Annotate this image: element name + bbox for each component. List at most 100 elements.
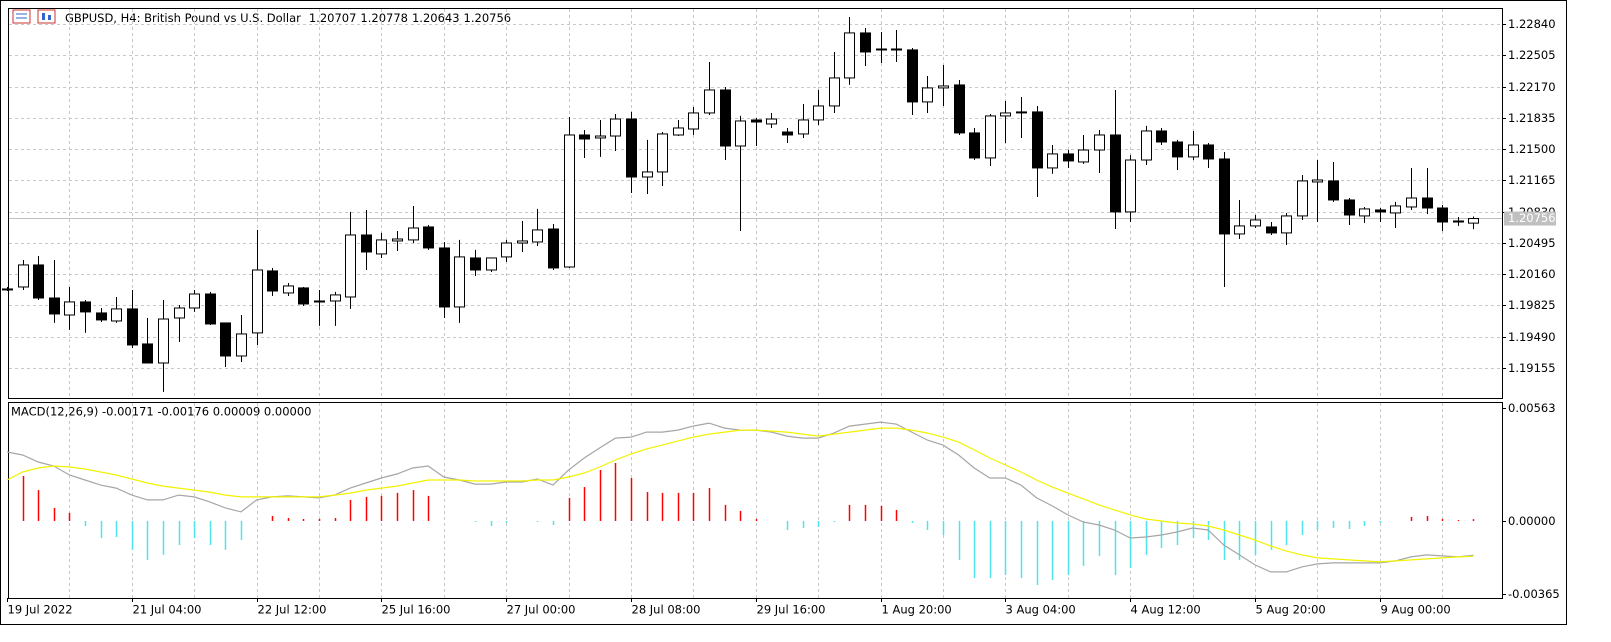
candle [252, 229, 263, 345]
x-tick-label: 22 Jul 12:00 [258, 603, 327, 617]
icon-bar [48, 15, 51, 20]
candle [673, 119, 684, 137]
candle [735, 115, 746, 231]
candle-body [33, 264, 44, 299]
candle-body [1250, 219, 1261, 227]
macd-title: MACD(12,26,9) -0.00171 -0.00176 0.00009 … [11, 405, 311, 419]
candle [283, 282, 294, 296]
candle [517, 220, 528, 252]
candle-body [501, 242, 512, 258]
candle-body [220, 322, 231, 357]
candle [782, 127, 793, 144]
candle [236, 314, 247, 362]
candle-body [876, 48, 887, 51]
macd-panel [8, 402, 1503, 599]
candle [1094, 129, 1105, 173]
candle [18, 260, 29, 290]
candle-body [610, 118, 621, 137]
candle [704, 61, 715, 116]
icon-list [12, 9, 31, 24]
candle [1110, 89, 1121, 230]
candle [1266, 222, 1277, 235]
candle-body [314, 300, 325, 303]
candle-body [907, 49, 918, 103]
x-tick-label: 27 Jul 00:00 [507, 603, 576, 617]
candle-body [2, 288, 13, 291]
candle [1016, 96, 1027, 138]
candle-body [1188, 144, 1199, 158]
candle-body [1266, 226, 1277, 234]
candle [80, 299, 91, 333]
candle-body [766, 118, 777, 125]
macd-line [6, 427, 1474, 563]
candle-body [423, 226, 434, 249]
y-tick-label: 1.19490 [1508, 330, 1556, 344]
candle-body [174, 307, 185, 319]
candle-body [1063, 153, 1074, 162]
price-panel [8, 8, 1503, 399]
candle-body [189, 293, 200, 309]
candle-body [49, 297, 60, 315]
candle [220, 322, 231, 368]
candle-body [1453, 220, 1464, 223]
candle [1188, 130, 1199, 161]
candle-body [392, 238, 403, 242]
candle-body [891, 48, 902, 51]
candle [423, 224, 434, 250]
y-tick-label: 0.00563 [1508, 401, 1556, 415]
chart-frame [0, 0, 1567, 625]
candle-body [18, 264, 29, 288]
x-tick-label: 1 Aug 20:00 [882, 603, 952, 617]
candle [1422, 167, 1433, 214]
candle-body [1312, 179, 1323, 183]
candle-body [1032, 111, 1043, 169]
candle-body [1281, 215, 1292, 234]
y-tick-label: 1.22505 [1508, 48, 1556, 62]
candle-body [252, 269, 263, 334]
candle-body [969, 132, 980, 159]
candle [1312, 160, 1323, 223]
candle [1172, 139, 1183, 170]
candle-body [330, 294, 341, 302]
candle [954, 79, 965, 135]
candle [1063, 150, 1074, 168]
y-tick-label: 1.21835 [1508, 111, 1556, 125]
candle [891, 29, 902, 62]
candle [267, 267, 278, 296]
candle [798, 103, 809, 138]
candle [1078, 134, 1089, 164]
x-tick-label: 4 Aug 12:00 [1131, 603, 1201, 617]
candle [1032, 105, 1043, 197]
candle [96, 307, 107, 322]
candle-body [236, 333, 247, 357]
candle-body [64, 301, 75, 316]
candle-body [1125, 159, 1136, 213]
candle-body [283, 285, 294, 294]
candle [969, 127, 980, 161]
candle-body [1234, 225, 1245, 235]
candle [2, 286, 13, 291]
candle-body [1000, 112, 1011, 117]
candle [49, 260, 60, 323]
candle [64, 286, 75, 330]
y-tick-label: 1.21165 [1508, 173, 1556, 187]
candle-body [829, 77, 840, 107]
candle [345, 211, 356, 309]
x-tick-label: 29 Jul 16:00 [757, 603, 826, 617]
candle [642, 139, 653, 194]
candle [1344, 198, 1355, 225]
candle-body [1422, 197, 1433, 209]
candle [1125, 154, 1136, 223]
candle-body [1375, 209, 1386, 213]
candle-body [376, 239, 387, 255]
candle [1453, 216, 1464, 226]
candle-body [626, 118, 637, 178]
x-tick-label: 25 Jul 16:00 [382, 603, 451, 617]
candle [595, 119, 606, 157]
y-tick-label: 1.21500 [1508, 142, 1556, 156]
candle [330, 291, 341, 326]
candle [1219, 151, 1230, 287]
candle-body [1156, 130, 1167, 143]
candle-body [1172, 141, 1183, 158]
candle-body [1110, 134, 1121, 213]
